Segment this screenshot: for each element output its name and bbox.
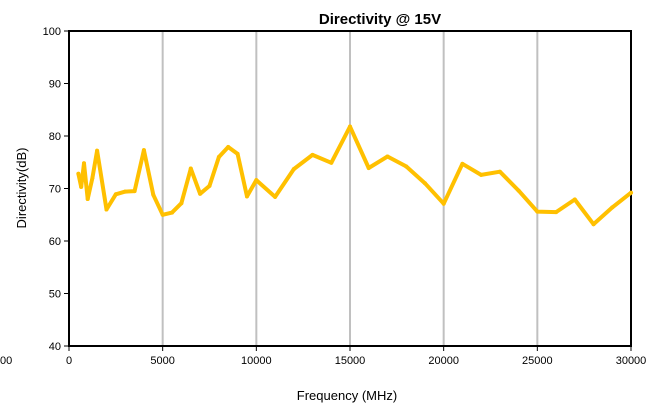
data-point — [591, 222, 596, 227]
data-point — [235, 151, 240, 156]
data-point — [366, 166, 371, 171]
y-axis-title: Directivity(dB) — [14, 148, 29, 229]
data-point — [198, 191, 203, 196]
y-tick-label: 50 — [49, 289, 61, 301]
data-point — [441, 201, 446, 206]
x-tick-label: 5000 — [150, 355, 174, 367]
data-point — [151, 192, 156, 197]
y-tick-label: 100 — [43, 26, 61, 38]
data-point — [385, 154, 390, 159]
data-point — [76, 171, 81, 176]
data-point — [170, 210, 175, 215]
data-point — [310, 152, 315, 157]
x-tick-label: 15000 — [335, 355, 366, 367]
y-tick-label: 40 — [49, 341, 61, 353]
data-point — [497, 169, 502, 174]
x-tick-label: 20000 — [428, 355, 459, 367]
data-point — [95, 148, 100, 153]
data-point — [422, 181, 427, 186]
y-tick-label: 70 — [49, 184, 61, 196]
data-point — [113, 192, 118, 197]
data-point — [123, 189, 128, 194]
grid-lines — [161, 31, 539, 346]
data-point — [479, 172, 484, 177]
data-point — [216, 155, 221, 159]
series-line — [76, 124, 633, 227]
data-point — [141, 148, 146, 153]
y-axis-ticks: 40 50 60 70 80 90 100 — [43, 26, 69, 353]
x-tick-label: 30000 — [616, 355, 647, 367]
data-point — [79, 184, 84, 189]
data-point — [610, 205, 615, 210]
data-point — [460, 161, 465, 166]
x-tick-label: 25000 — [522, 355, 553, 367]
partial-tick-label: 00 — [0, 355, 12, 367]
x-tick-label: 0 — [66, 355, 72, 367]
data-point — [629, 190, 633, 195]
data-point — [404, 164, 409, 169]
y-tick-label: 80 — [49, 131, 61, 143]
data-point — [254, 178, 259, 183]
data-point — [81, 161, 86, 166]
data-point — [226, 145, 231, 150]
data-point — [90, 176, 95, 180]
data-point — [85, 197, 90, 201]
data-point — [244, 194, 249, 199]
series-layer — [76, 124, 633, 227]
data-point — [291, 167, 296, 172]
y-tick-label: 60 — [49, 236, 61, 248]
data-point — [535, 209, 540, 214]
chart-title: Directivity @ 15V — [319, 11, 441, 28]
data-point — [104, 207, 109, 212]
data-point — [554, 210, 559, 215]
data-point — [348, 124, 352, 129]
data-point — [179, 201, 184, 206]
x-axis-title: Frequency (MHz) — [297, 388, 397, 403]
x-axis-ticks: 0 5000 10000 15000 20000 25000 30000 — [66, 346, 646, 367]
data-point — [132, 189, 137, 194]
data-point — [273, 194, 278, 199]
data-point — [572, 197, 577, 202]
data-point — [188, 166, 193, 171]
x-tick-label: 10000 — [241, 355, 272, 367]
data-point — [160, 212, 165, 217]
y-tick-label: 90 — [49, 79, 61, 91]
data-point — [207, 183, 212, 188]
data-point — [516, 188, 521, 193]
data-point — [329, 160, 334, 165]
